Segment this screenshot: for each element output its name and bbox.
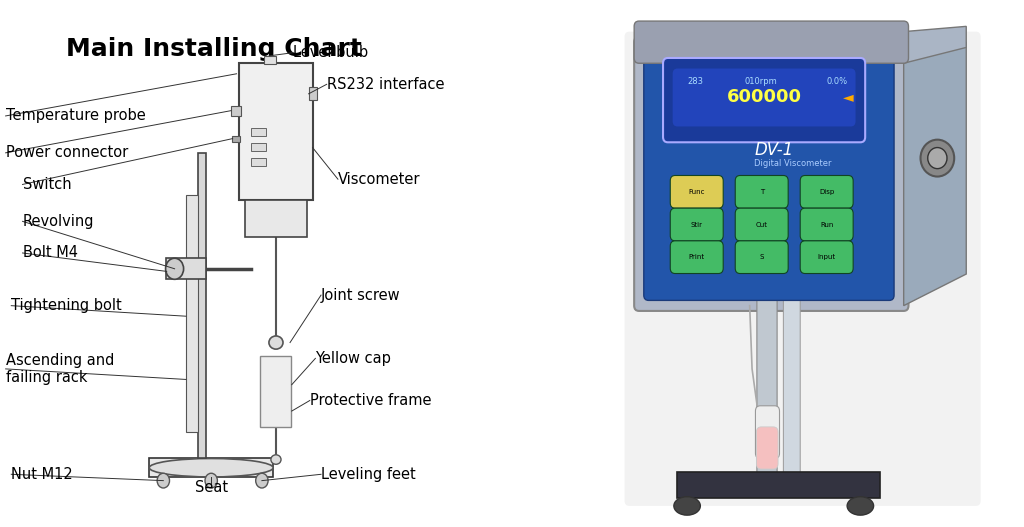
Polygon shape [245, 200, 307, 237]
Ellipse shape [205, 473, 217, 488]
Ellipse shape [674, 496, 700, 515]
Text: Digital Viscometer: Digital Viscometer [755, 159, 831, 168]
FancyBboxPatch shape [232, 136, 240, 142]
Text: Main Installing Chart: Main Installing Chart [67, 37, 361, 61]
FancyBboxPatch shape [671, 241, 723, 274]
Text: DV-1: DV-1 [755, 141, 794, 159]
Text: Tightening bolt: Tightening bolt [11, 298, 122, 313]
FancyBboxPatch shape [308, 87, 317, 100]
Text: 600000: 600000 [727, 89, 802, 106]
FancyBboxPatch shape [757, 295, 777, 480]
FancyBboxPatch shape [263, 56, 276, 64]
Text: Stir: Stir [691, 221, 702, 228]
Text: Ascending and
failing rack: Ascending and failing rack [6, 353, 114, 385]
FancyBboxPatch shape [664, 58, 865, 142]
Ellipse shape [921, 140, 954, 177]
FancyBboxPatch shape [186, 195, 199, 432]
Text: Yellow cap: Yellow cap [315, 351, 391, 366]
Polygon shape [240, 63, 312, 200]
FancyBboxPatch shape [735, 208, 788, 241]
Ellipse shape [150, 458, 273, 477]
Text: Input: Input [817, 254, 836, 260]
FancyBboxPatch shape [251, 128, 266, 136]
FancyBboxPatch shape [800, 175, 853, 208]
FancyBboxPatch shape [800, 241, 853, 274]
Ellipse shape [928, 148, 947, 169]
FancyBboxPatch shape [756, 406, 779, 458]
Text: Power connector: Power connector [6, 145, 128, 160]
Polygon shape [904, 42, 967, 306]
Text: Cut: Cut [756, 221, 768, 228]
Polygon shape [678, 472, 880, 498]
Text: S: S [760, 254, 764, 260]
FancyBboxPatch shape [735, 175, 788, 208]
Text: Seat: Seat [195, 480, 227, 495]
FancyBboxPatch shape [757, 427, 778, 469]
Text: Disp: Disp [819, 189, 835, 195]
FancyBboxPatch shape [260, 356, 291, 427]
FancyBboxPatch shape [634, 37, 908, 311]
Text: Leveling feet: Leveling feet [322, 467, 416, 482]
FancyBboxPatch shape [625, 32, 981, 506]
Text: RS232 interface: RS232 interface [327, 77, 444, 92]
Text: T: T [760, 189, 764, 195]
Ellipse shape [271, 455, 281, 464]
FancyBboxPatch shape [644, 47, 894, 300]
Text: Joint screw: Joint screw [322, 288, 400, 302]
Ellipse shape [166, 258, 183, 279]
FancyBboxPatch shape [800, 208, 853, 241]
Text: Func: Func [688, 189, 705, 195]
Text: Level bulb: Level bulb [293, 45, 368, 60]
Text: ◄: ◄ [843, 91, 854, 104]
Text: Nut M12: Nut M12 [11, 467, 73, 482]
FancyBboxPatch shape [634, 21, 908, 63]
FancyBboxPatch shape [231, 106, 241, 116]
Ellipse shape [157, 473, 170, 488]
Text: Bolt M4: Bolt M4 [23, 246, 78, 260]
FancyBboxPatch shape [783, 295, 800, 490]
Ellipse shape [269, 336, 283, 349]
FancyBboxPatch shape [150, 458, 273, 477]
Text: Print: Print [689, 254, 705, 260]
FancyBboxPatch shape [735, 241, 788, 274]
FancyBboxPatch shape [251, 143, 266, 151]
Text: 283: 283 [687, 77, 703, 86]
Ellipse shape [847, 496, 873, 515]
FancyBboxPatch shape [251, 158, 266, 166]
FancyBboxPatch shape [671, 175, 723, 208]
Text: Protective frame: Protective frame [310, 393, 431, 408]
Text: Viscometer: Viscometer [338, 172, 421, 187]
FancyBboxPatch shape [199, 153, 206, 458]
FancyBboxPatch shape [673, 69, 856, 126]
Text: Revolving: Revolving [23, 214, 94, 229]
Text: 010rpm: 010rpm [744, 77, 777, 86]
Ellipse shape [256, 473, 268, 488]
FancyBboxPatch shape [166, 258, 206, 279]
FancyBboxPatch shape [671, 208, 723, 241]
Text: Switch: Switch [23, 177, 71, 192]
Text: 0.0%: 0.0% [826, 77, 848, 86]
Text: Temperature probe: Temperature probe [6, 109, 145, 123]
Polygon shape [904, 26, 967, 63]
Text: Run: Run [820, 221, 834, 228]
